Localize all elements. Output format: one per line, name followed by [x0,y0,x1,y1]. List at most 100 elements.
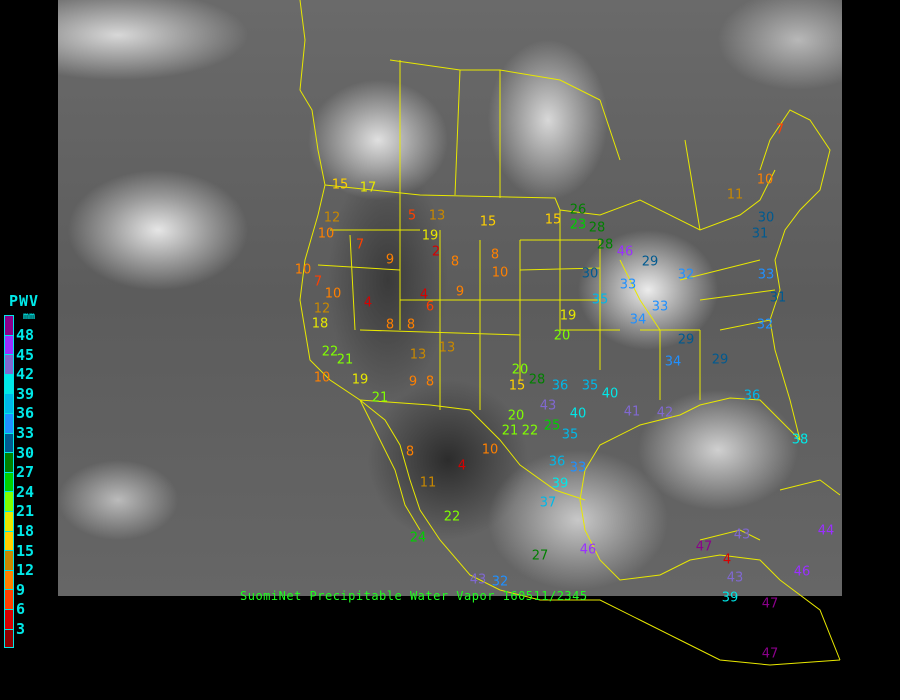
station-pwv-value: 31 [769,290,787,306]
station-pwv-value: 10 [294,262,312,278]
station-pwv-value: 36 [548,454,566,470]
station-pwv-value: 43 [469,572,487,588]
station-pwv-value: 46 [579,542,597,558]
station-pwv-value: 32 [756,317,774,333]
station-pwv-value: 10 [481,442,499,458]
station-pwv-value: 19 [421,228,439,244]
station-pwv-value: 8 [385,317,395,333]
station-pwv-value: 17 [359,180,377,196]
station-pwv-value: 30 [581,266,599,282]
us-canada-border [324,169,776,231]
station-pwv-value: 5 [407,208,417,224]
state-lines-west [317,195,561,410]
station-pwv-value: 28 [596,237,614,253]
legend-swatch [4,334,14,355]
station-pwv-value: 4 [457,458,467,474]
station-pwv-value: 11 [726,187,744,203]
station-pwv-value: 47 [761,596,779,612]
station-pwv-value: 35 [581,378,599,394]
station-pwv-value: 11 [419,475,437,491]
caribbean-islands [699,479,841,541]
station-pwv-value: 23 [569,217,587,233]
station-pwv-value: 28 [588,220,606,236]
station-pwv-value: 43 [539,398,557,414]
station-pwv-value: 4 [722,552,732,568]
station-pwv-value: 4 [419,287,429,303]
legend-swatch [4,432,14,453]
station-pwv-value: 22 [321,344,339,360]
west-coastline [299,0,841,666]
station-pwv-value: 13 [409,347,427,363]
station-pwv-value: 21 [336,352,354,368]
legend-swatch [4,452,14,472]
station-pwv-value: 41 [623,404,641,420]
station-pwv-value: 30 [757,210,775,226]
station-pwv-value: 20 [507,408,525,424]
station-pwv-value: 21 [371,390,389,406]
station-pwv-value: 15 [544,212,562,228]
station-pwv-value: 10 [317,226,335,242]
station-pwv-value: 8 [450,254,460,270]
station-pwv-value: 9 [455,284,465,300]
legend-tick-label: 12 [16,561,35,580]
legend-swatch [4,589,14,609]
station-pwv-value: 40 [569,406,587,422]
legend-tick-label: 27 [16,463,35,482]
station-pwv-value: 7 [355,237,365,253]
legend-swatch [4,628,14,649]
legend-swatch [4,569,14,590]
station-pwv-value: 34 [629,312,647,328]
station-pwv-value: 8 [405,444,415,460]
legend-tick-label: 24 [16,482,35,501]
station-pwv-value: 20 [511,362,529,378]
station-pwv-value: 19 [351,372,369,388]
legend-swatch [4,354,14,374]
station-pwv-value: 6 [425,299,435,315]
station-pwv-value: 18 [311,316,329,332]
station-pwv-value: 32 [677,267,695,283]
legend-swatch [4,530,14,551]
legend-tick-label: 48 [16,326,35,344]
legend-tick-label: 9 [16,580,26,599]
us-mexico-border [359,399,586,501]
station-pwv-value: 10 [756,172,774,188]
station-pwv-value: 9 [408,374,418,390]
station-pwv-value: 7 [775,122,785,138]
station-pwv-value: 33 [757,267,775,283]
station-pwv-value: 33 [619,277,637,293]
station-pwv-value: 46 [793,564,811,580]
station-pwv-value: 40 [601,386,619,402]
station-pwv-value: 34 [664,354,682,370]
legend-unit: mm [23,311,36,322]
station-pwv-value: 36 [551,378,569,394]
station-pwv-value: 12 [313,301,331,317]
station-pwv-value: 12 [323,210,341,226]
station-pwv-value: 39 [551,476,569,492]
station-pwv-value: 47 [761,646,779,662]
station-pwv-value: 36 [743,388,761,404]
station-pwv-value: 28 [528,372,546,388]
state-lines-east [519,239,776,400]
station-pwv-value: 39 [721,590,739,606]
station-pwv-value: 8 [490,247,500,263]
station-pwv-value: 15 [508,378,526,394]
station-pwv-value: 13 [428,208,446,224]
station-pwv-value: 37 [539,495,557,511]
station-pwv-value: 33 [651,299,669,315]
station-pwv-value: 10 [324,286,342,302]
station-pwv-value: 21 [501,423,519,439]
station-pwv-value: 27 [531,548,549,564]
legend-tick-label: 30 [16,443,35,462]
legend-tick-label: 6 [16,600,26,619]
station-pwv-value: 9 [385,252,395,268]
station-pwv-value: 29 [641,254,659,270]
station-pwv-value: 43 [726,570,744,586]
legend-tick-label: 42 [16,365,35,384]
gulf-coastline [579,397,841,661]
legend-tick-label: 18 [16,522,35,540]
station-pwv-value: 15 [331,177,349,193]
station-pwv-value: 29 [711,352,729,368]
legend-tick-label: 39 [16,384,35,403]
